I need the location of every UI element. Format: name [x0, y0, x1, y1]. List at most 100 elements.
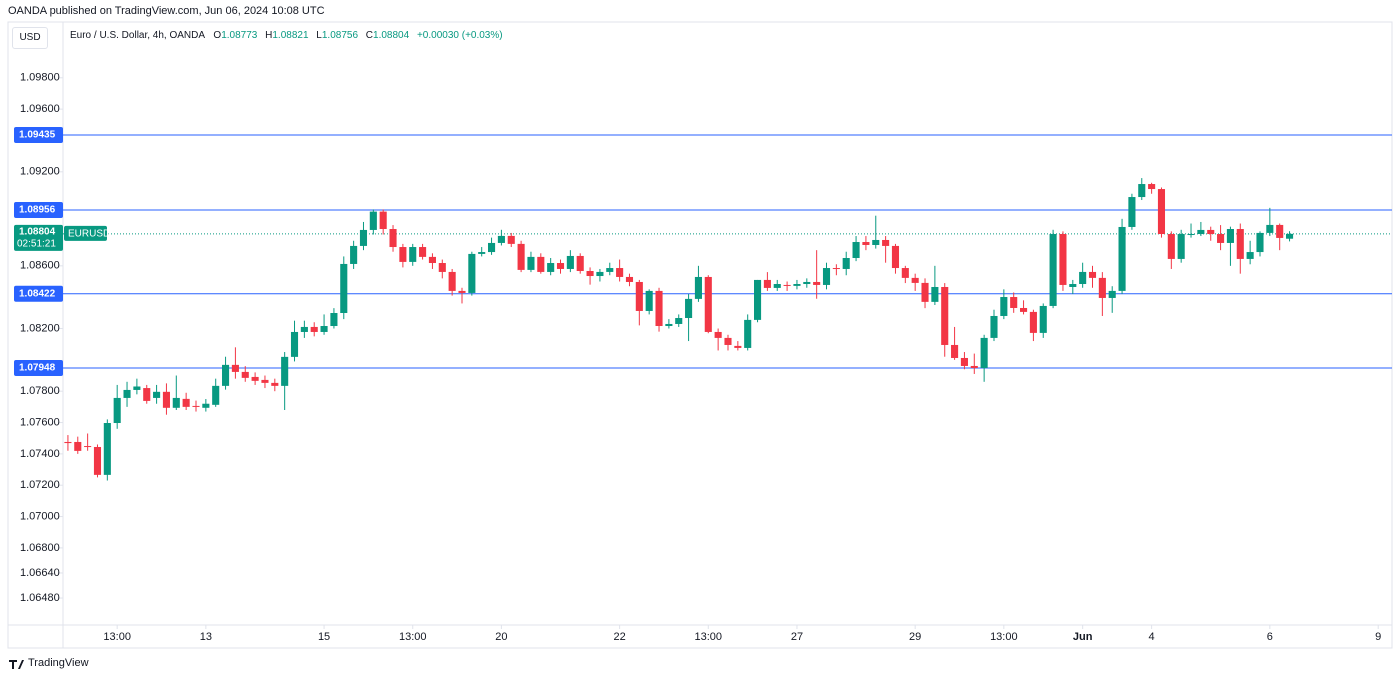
candle-body: [921, 282, 929, 302]
candle-body: [1276, 224, 1284, 238]
candle-body: [754, 279, 762, 320]
symbol-tag-box: [64, 225, 107, 241]
candle-body: [172, 397, 180, 408]
candle-body: [123, 389, 131, 398]
candle-body: [1226, 229, 1234, 243]
legend: Euro / U.S. Dollar, 4h, OANDA O1.08773 H…: [70, 30, 508, 41]
level-label-box: [14, 202, 63, 219]
candle-body: [359, 229, 368, 246]
candle-body: [813, 281, 821, 285]
y-tick-label: 1.09600: [20, 103, 60, 115]
candle-body: [1029, 311, 1037, 333]
ohlc-key: O: [213, 30, 222, 41]
candle-body: [990, 315, 998, 338]
candle-body: [1266, 224, 1274, 233]
candle-body: [271, 382, 279, 386]
candle-body: [399, 247, 407, 262]
candle-body: [1167, 234, 1175, 259]
y-tick-label: 1.09200: [20, 166, 60, 178]
x-tick-label: 13:00: [399, 631, 427, 643]
candle-body: [685, 298, 693, 319]
candle-body: [438, 263, 446, 272]
ohlc-key: H: [265, 30, 273, 41]
candle-body: [980, 337, 988, 369]
candle-body: [497, 235, 505, 243]
candle-body: [1088, 271, 1097, 278]
candle-body: [694, 276, 702, 299]
candle-body: [222, 364, 230, 386]
x-tick-label: 27: [791, 631, 803, 643]
currency-button[interactable]: USD: [12, 27, 48, 49]
candle-body: [330, 313, 338, 327]
candle-body: [1049, 234, 1057, 306]
y-tick-label: 1.07200: [20, 479, 60, 491]
x-tick-label: 29: [909, 631, 921, 643]
candle-body: [832, 268, 840, 270]
candle-body: [1236, 229, 1244, 259]
candle-body: [428, 256, 436, 264]
candle-body: [448, 271, 456, 291]
x-tick-label: 13:00: [695, 631, 723, 643]
level-label: 1.07948: [19, 363, 56, 374]
candle-body: [1118, 226, 1126, 291]
candle-body: [202, 403, 210, 408]
candle-body: [911, 277, 919, 283]
y-tick-label: 1.06480: [20, 592, 60, 604]
y-tick-label: 1.08200: [20, 322, 60, 334]
countdown-label: 02:51:21: [17, 239, 56, 250]
candle-body: [241, 371, 249, 378]
candle-body: [596, 271, 604, 277]
candle-body: [1039, 305, 1047, 333]
x-tick-label: 6: [1267, 631, 1273, 643]
change-value: +0.00030 (+0.03%): [416, 30, 503, 41]
candle-body: [458, 290, 466, 293]
footer-brand: TradingView: [28, 657, 89, 669]
candle-body: [1246, 252, 1254, 259]
candle-body: [478, 252, 486, 254]
candle-body: [970, 365, 978, 369]
candle-body: [103, 423, 111, 475]
candle-body: [231, 364, 239, 372]
candle-body: [655, 290, 663, 327]
candle-body: [1069, 284, 1077, 287]
symbol-tag: EURUSD: [68, 229, 110, 240]
candle-body: [803, 281, 811, 285]
y-tick-label: 1.06640: [20, 567, 60, 579]
candle-body: [744, 319, 752, 348]
candle-body: [783, 284, 791, 286]
level-label: 1.09435: [19, 130, 56, 141]
candle-body: [773, 284, 781, 288]
candle-body: [842, 257, 850, 269]
candle-body: [635, 281, 643, 311]
plot: 1.09800 1.09600 1.09200 1.08600 1.08200 1.078…: [20, 72, 1392, 643]
candle-body: [212, 385, 220, 405]
candle-body: [488, 242, 496, 253]
candle-body: [507, 235, 515, 244]
level-label: 1.08956: [19, 205, 56, 216]
candle-body: [675, 318, 683, 324]
candle-body: [300, 326, 308, 332]
candle-body: [645, 290, 653, 311]
candle-body: [153, 391, 161, 398]
x-tick-label: Jun: [1073, 631, 1093, 643]
candle-body: [281, 356, 289, 386]
ohlc-value: 1.08756: [321, 30, 359, 41]
overlay: 1.09435 1.08956 1.08422 1.07948 1.0880402:51…: [14, 126, 110, 377]
y-tick-label: 1.07000: [20, 510, 60, 522]
candle-body: [64, 441, 72, 444]
candle-body: [1148, 184, 1156, 190]
candle-body: [625, 276, 634, 282]
x-tick-label: 15: [318, 631, 330, 643]
candle-body: [704, 276, 712, 332]
candle-body: [556, 263, 565, 269]
candle-body: [1010, 297, 1018, 308]
level-label-box: [14, 285, 63, 302]
logo: [9, 660, 24, 669]
candle-body: [1177, 234, 1185, 259]
candle-body: [517, 243, 525, 270]
candle-body: [192, 405, 200, 407]
ohlc-key: C: [365, 30, 374, 41]
candle-body: [369, 211, 377, 230]
candle-body: [822, 268, 831, 285]
x-tick-label: 20: [495, 631, 507, 643]
